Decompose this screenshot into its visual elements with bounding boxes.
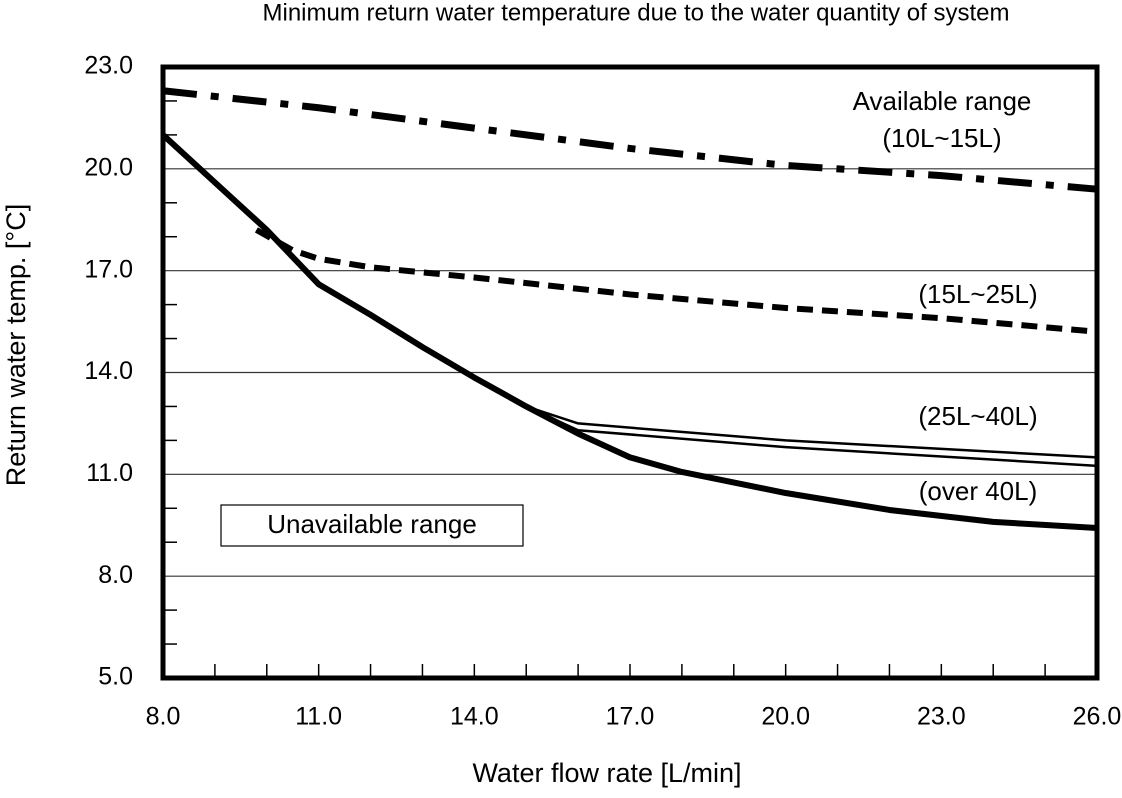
series-line [525, 405, 1098, 459]
annotation: Unavailable range [267, 509, 477, 539]
y-axis-label: Return water temp. [°C] [1, 204, 31, 486]
series-label: (25L~40L) [918, 401, 1037, 431]
x-tick-label: 11.0 [295, 703, 342, 731]
series-line [160, 132, 1098, 531]
series-label: (over 40L) [919, 476, 1038, 506]
annotation: Available range [853, 86, 1032, 116]
x-tick-label: 23.0 [917, 703, 966, 731]
annotation-box [220, 504, 524, 547]
chart-title: Minimum return water temperature due to … [263, 0, 1010, 26]
series-line [162, 87, 1098, 193]
y-tick-label: 14.0 [84, 357, 133, 385]
x-tick-label: 17.0 [606, 703, 655, 731]
x-tick-label: 26.0 [1073, 703, 1122, 731]
y-tick-label: 5.0 [98, 663, 133, 691]
x-tick-label: 20.0 [761, 703, 810, 731]
plot-frame [160, 64, 1100, 681]
x-tick-label: 8.0 [146, 703, 181, 731]
series-label: (15L~25L) [918, 279, 1037, 309]
y-tick-label: 8.0 [98, 561, 133, 589]
series-line [254, 227, 1098, 335]
x-axis-label: Water flow rate [L/min] [472, 758, 741, 788]
y-tick-label: 17.0 [84, 255, 133, 283]
series-label: (10L~15L) [882, 123, 1001, 153]
y-tick-label: 20.0 [84, 153, 133, 181]
y-tick-label: 23.0 [84, 52, 133, 80]
x-tick-label: 14.0 [450, 703, 499, 731]
y-tick-label: 11.0 [86, 459, 133, 487]
